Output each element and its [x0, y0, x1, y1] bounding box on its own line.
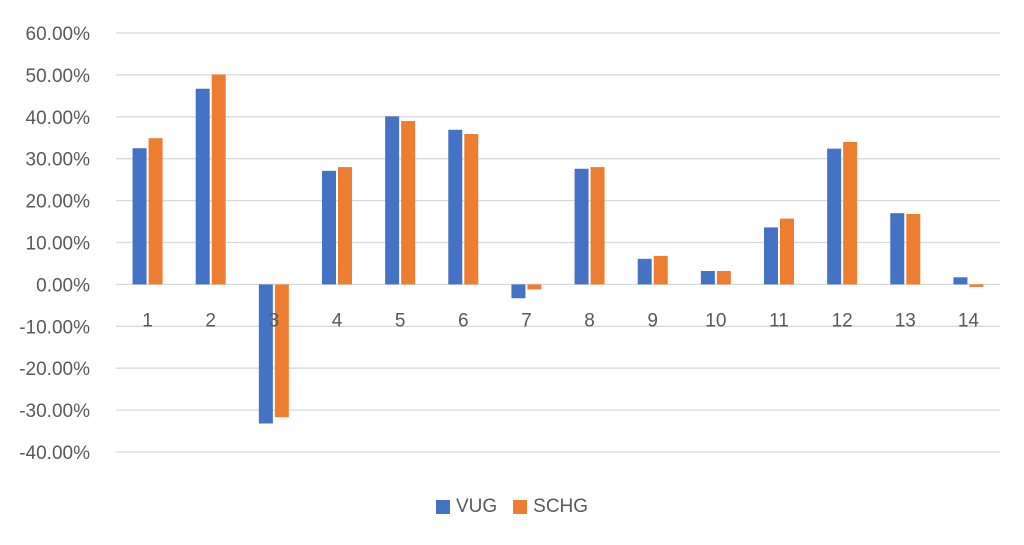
- x-tick-label: 5: [395, 310, 406, 331]
- bar-schg[interactable]: [148, 138, 163, 285]
- legend-label-schg: SCHG: [533, 496, 589, 517]
- y-tick-label: 30.00%: [26, 150, 91, 171]
- y-tick-label: 0.00%: [36, 275, 90, 296]
- y-axis-ticks: 60.00% 50.00% 40.00% 30.00% 20.00% 10.00% 0.00…: [19, 24, 90, 464]
- y-tick-label: -20.00%: [19, 359, 90, 380]
- bar-schg[interactable]: [906, 214, 921, 285]
- x-tick-label: 7: [521, 310, 532, 331]
- x-axis-ticks: 1 2 3 4 5 6 7 8 9 10 11 12 13 14: [142, 310, 979, 331]
- bar-schg[interactable]: [843, 141, 858, 285]
- bar-schg[interactable]: [716, 270, 731, 285]
- y-tick-label: 50.00%: [26, 66, 91, 87]
- bar-vug[interactable]: [890, 213, 905, 285]
- bar-vug[interactable]: [385, 116, 400, 285]
- legend-item-schg[interactable]: SCHG: [513, 496, 588, 518]
- y-tick-label: -40.00%: [19, 443, 90, 464]
- bars: [132, 74, 984, 424]
- bar-vug[interactable]: [511, 284, 526, 299]
- x-tick-label: 4: [332, 310, 343, 331]
- x-tick-label: 8: [584, 310, 595, 331]
- y-tick-label: 20.00%: [26, 192, 91, 213]
- bar-schg[interactable]: [590, 167, 605, 285]
- x-tick-label: 6: [458, 310, 469, 331]
- grid-lines: [116, 32, 1000, 453]
- x-tick-label: 14: [958, 310, 980, 331]
- bar-schg[interactable]: [211, 74, 226, 285]
- bar-vug[interactable]: [258, 284, 273, 424]
- x-tick-label: 2: [205, 310, 216, 331]
- bar-schg[interactable]: [464, 133, 479, 285]
- legend-label-vug: VUG: [455, 496, 498, 517]
- x-tick-label: 11: [769, 310, 789, 331]
- bar-schg[interactable]: [274, 284, 289, 418]
- y-tick-label: 60.00%: [26, 24, 91, 45]
- bar-vug[interactable]: [953, 277, 968, 285]
- x-tick-label: 12: [832, 310, 853, 331]
- bar-vug[interactable]: [448, 129, 463, 285]
- bar-schg[interactable]: [338, 167, 352, 285]
- x-tick-label: 1: [142, 310, 153, 331]
- bar-vug[interactable]: [195, 88, 210, 285]
- bar-vug[interactable]: [827, 148, 842, 285]
- bar-schg[interactable]: [653, 255, 668, 285]
- bar-chart: 60.00% 50.00% 40.00% 30.00% 20.00% 10.00% 0.00…: [19, 24, 1000, 464]
- bar-vug[interactable]: [637, 258, 652, 285]
- x-tick-label: 9: [647, 310, 658, 331]
- bar-schg[interactable]: [969, 284, 984, 287]
- bar-schg[interactable]: [527, 284, 542, 290]
- y-tick-label: 10.00%: [26, 234, 91, 255]
- y-tick-label: 40.00%: [26, 108, 91, 129]
- bar-schg[interactable]: [780, 218, 794, 285]
- bar-vug[interactable]: [132, 148, 147, 285]
- legend-swatch-schg: [513, 500, 528, 514]
- bar-vug[interactable]: [322, 170, 336, 285]
- x-tick-label: 10: [705, 310, 726, 331]
- bar-vug[interactable]: [700, 270, 715, 285]
- x-tick-label: 13: [895, 310, 916, 331]
- legend-item-vug[interactable]: VUG: [435, 496, 498, 518]
- legend: VUG SCHG: [0, 496, 1024, 518]
- y-tick-label: -10.00%: [19, 317, 90, 338]
- y-tick-label: -30.00%: [19, 401, 90, 422]
- x-tick-label: 3: [269, 310, 280, 331]
- legend-swatch-vug: [435, 500, 450, 514]
- bar-vug[interactable]: [574, 168, 589, 285]
- bar-schg[interactable]: [401, 120, 416, 285]
- bar-vug[interactable]: [764, 227, 778, 285]
